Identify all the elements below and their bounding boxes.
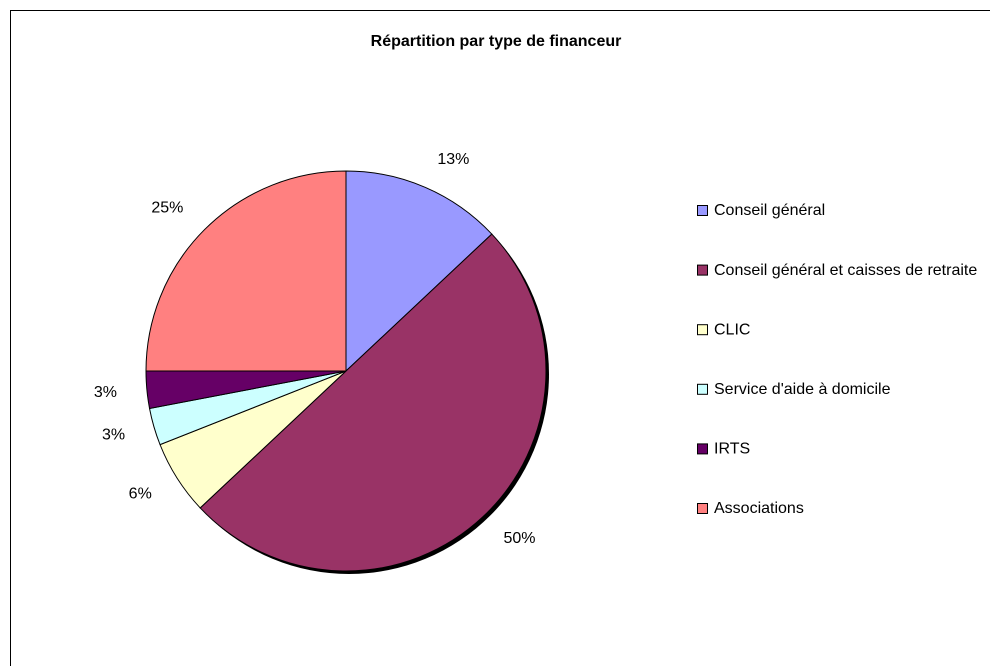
legend-label: Conseil général (714, 202, 825, 219)
legend-label: IRTS (714, 441, 750, 458)
legend-label: Associations (714, 500, 804, 517)
data-label: 50% (503, 530, 535, 547)
legend-label: Conseil général et caisses de retraite (714, 262, 977, 279)
legend-label: Service d'aide à domicile (714, 381, 891, 398)
legend-swatch (697, 324, 708, 336)
legend-swatch (697, 205, 708, 216)
chart-title: Répartition par type de financeur (371, 33, 622, 50)
legend-swatch (697, 503, 708, 514)
legend-label: CLIC (714, 321, 750, 338)
pie-slice (145, 170, 347, 372)
data-label: 25% (151, 200, 183, 217)
data-label: 3% (102, 426, 125, 443)
data-label: 6% (129, 485, 152, 502)
pie-slice (345, 170, 493, 373)
legend-swatch (697, 264, 708, 276)
legend-swatch (697, 443, 708, 455)
data-label: 13% (437, 151, 469, 168)
data-label: 3% (94, 384, 117, 401)
pie-slice (199, 233, 547, 572)
legend-swatch (697, 383, 708, 395)
